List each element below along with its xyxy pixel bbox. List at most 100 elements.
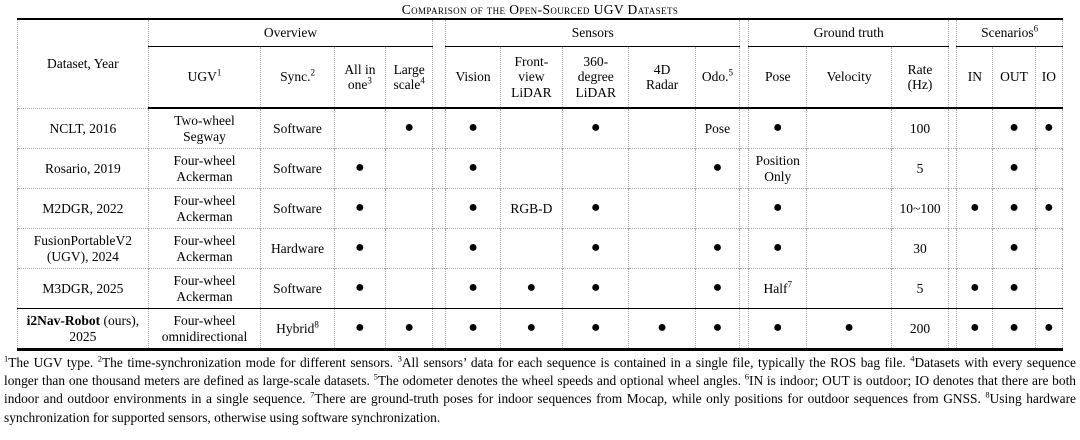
column-header-front-view-lidar: Front- view LiDAR — [499, 46, 563, 109]
row-spacer — [948, 228, 957, 269]
dataset-name: NCLT, 2016 — [49, 120, 117, 136]
header-spacer — [432, 46, 446, 109]
cell-in — [956, 107, 993, 149]
column-header-rate-hz: Rate (Hz) — [890, 46, 949, 109]
header-label: 360- degree LiDAR — [575, 53, 616, 100]
footnote-text: IN is indoor; OUT is outdoor; IO denotes… — [4, 373, 1076, 407]
sync-sup: 8 — [314, 319, 319, 330]
column-header-ugv: UGV1 — [147, 46, 261, 109]
group-label: Sensors — [571, 25, 614, 41]
row-spacer — [432, 228, 446, 269]
row-spacer — [948, 148, 957, 189]
column-header-in: IN — [956, 46, 993, 109]
footnote-marker: 4 — [910, 353, 915, 364]
table-row-fusionportablev2-2024: FusionPortableV2 (UGV), 2024 Four-wheel … — [17, 228, 1064, 269]
footnote-text: Datasets with every sequence longer than… — [4, 355, 1076, 389]
cell-dataset-year: i2Nav-Robot (ours), 2025 — [17, 308, 149, 350]
cell-dataset-year: Rosario, 2019 — [17, 148, 149, 189]
column-header-360-degree-lidar: 360- degree LiDAR — [562, 46, 629, 109]
cell-all-in-one: ● — [333, 148, 386, 189]
footnote-marker: 3 — [397, 353, 402, 364]
cell-rate-hz: 10~100 — [890, 188, 949, 229]
cell-odo: ● — [694, 268, 740, 309]
cell-360-degree-lidar: ● — [562, 188, 629, 229]
cell-out: ● — [992, 188, 1036, 229]
column-header-io: IO — [1034, 46, 1064, 109]
table-row-nclt-2016: NCLT, 2016 Two-wheel Segway Software ● ●… — [17, 107, 1064, 149]
sync-value: Software — [273, 280, 322, 296]
row-spacer — [739, 228, 749, 269]
cell-sync: Software — [260, 268, 335, 309]
column-header-pose: Pose — [748, 46, 807, 109]
cell-360-degree-lidar: ● — [562, 228, 629, 269]
header-label: Front- view LiDAR — [511, 53, 552, 100]
cell-dataset-year: M2DGR, 2022 — [17, 188, 149, 229]
table-title: Comparison of the Open-Sourced UGV Datas… — [401, 2, 679, 17]
row-spacer — [948, 188, 957, 229]
table-row-m2dgr-2022: M2DGR, 2022 Four-wheel Ackerman Software… — [17, 188, 1064, 229]
header-sup: 2 — [310, 67, 315, 78]
row-spacer — [739, 268, 749, 309]
cell-odo — [694, 188, 740, 229]
footnote-marker: 5 — [373, 371, 378, 382]
cell-velocity — [806, 148, 892, 189]
group-header-scenarios: Scenarios6 — [956, 19, 1063, 47]
footnote-marker: 8 — [985, 389, 990, 400]
cell-ugv: Four-wheel Ackerman — [147, 228, 261, 269]
cell-pose: Half7 — [748, 268, 807, 309]
cell-velocity — [806, 188, 892, 229]
column-header-dataset-year: Dataset, Year — [17, 19, 149, 108]
row-spacer — [739, 148, 749, 189]
row-spacer — [432, 107, 446, 149]
cell-vision: ● — [445, 148, 501, 189]
dataset-name: M2DGR, 2022 — [42, 200, 124, 216]
footnote-marker: 6 — [744, 371, 750, 382]
group-spacer — [432, 19, 446, 47]
column-header-all-in-one: All in one3 — [333, 46, 386, 109]
cell-sync: Software — [260, 107, 335, 149]
group-label: Ground truth — [813, 25, 884, 41]
column-header-velocity: Velocity — [806, 46, 892, 109]
cell-ugv: Four-wheel Ackerman — [147, 268, 261, 309]
cell-out: ● — [992, 148, 1036, 189]
cell-4d-radar — [628, 268, 696, 309]
footnotes: 1The UGV type. 2The time-synchronization… — [4, 354, 1076, 427]
ugv-datasets-comparison-table: Dataset, Year Overview Sensors Ground tr… — [17, 18, 1064, 351]
cell-large-scale — [385, 268, 433, 309]
cell-in: ● — [956, 188, 993, 229]
cell-odo: ● — [694, 308, 740, 350]
column-header-large-scale: Large scale4 — [385, 46, 433, 109]
header-sup: 4 — [420, 75, 425, 86]
cell-rate-hz: 5 — [890, 268, 949, 309]
table-row-rosario-2019: Rosario, 2019 Four-wheel Ackerman Softwa… — [17, 148, 1064, 189]
group-header-sensors: Sensors — [445, 19, 740, 47]
cell-pose: ● — [748, 188, 807, 229]
cell-large-scale — [385, 228, 433, 269]
cell-large-scale: ● — [385, 308, 433, 350]
cell-ugv: Two-wheel Segway — [147, 107, 261, 149]
table-row-i2nav-robot-2025: i2Nav-Robot (ours), 2025 Four-wheel omni… — [17, 308, 1064, 350]
footnote-text: Using hardware synchronization for suppo… — [4, 391, 1077, 425]
header-label: Velocity — [826, 69, 872, 85]
row-spacer — [948, 107, 957, 149]
group-spacer — [948, 19, 957, 47]
pose-sup: 7 — [787, 279, 793, 290]
cell-all-in-one: ● — [333, 308, 386, 350]
footnote-text: There are ground-truth poses for indoor … — [314, 391, 986, 407]
cell-front-view-lidar: ● — [499, 268, 563, 309]
pose-value: ● — [772, 119, 783, 137]
cell-dataset-year: NCLT, 2016 — [17, 107, 149, 149]
cell-large-scale — [385, 188, 433, 229]
cell-rate-hz: 100 — [890, 107, 949, 149]
cell-dataset-year: FusionPortableV2 (UGV), 2024 — [17, 228, 149, 269]
row-spacer — [432, 308, 446, 350]
cell-velocity: ● — [806, 308, 892, 350]
header-label: IO — [1041, 69, 1056, 85]
cell-odo: ● — [694, 148, 740, 189]
header-label: UGV — [187, 69, 217, 85]
cell-io: ● — [1034, 107, 1064, 149]
row-spacer — [948, 268, 957, 309]
header-label: Rate (Hz) — [907, 61, 933, 92]
pose-value: ● — [772, 319, 783, 337]
cell-odo: ● — [694, 228, 740, 269]
